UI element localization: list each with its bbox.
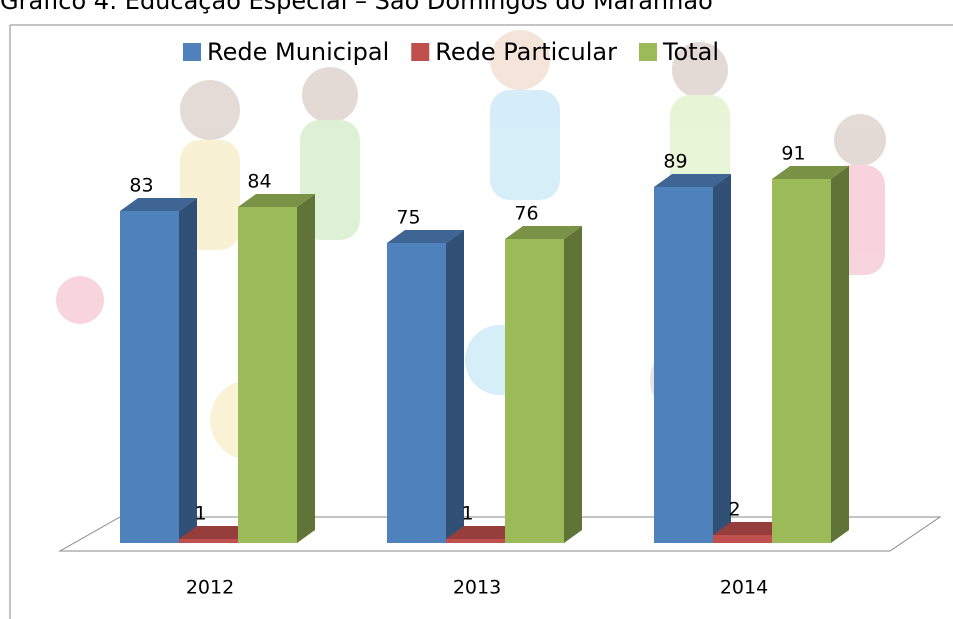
x-tick-label: 2014 [720,577,768,599]
legend-swatch [638,43,657,61]
bar [654,174,731,543]
x-tick-label: 2013 [453,577,501,599]
bar-front [446,539,505,543]
data-label: 91 [781,143,805,165]
data-label: 75 [396,207,420,229]
bar [772,166,849,543]
legend-label: Rede Particular [435,38,617,66]
data-label: 76 [514,203,538,225]
bar-top [713,522,790,535]
bar-side [713,174,731,543]
bar [120,198,197,543]
bar-top [505,226,582,239]
data-label: 89 [663,151,687,173]
data-label: 84 [247,171,271,193]
bar-side [179,198,197,543]
data-label: 1 [461,503,473,525]
legend-label: Total [662,38,719,66]
bar [238,194,315,543]
bar-side [564,226,582,543]
bar [505,226,582,543]
bar-front [772,179,831,543]
bar-top [179,526,256,539]
data-label: 83 [129,175,153,197]
bar-front [654,187,713,543]
bar-top [772,166,849,179]
bar-top [387,230,464,243]
bar-top [654,174,731,187]
bar-front [713,535,772,543]
bar-side [831,166,849,543]
chart-title: Gráfico 4: Educação Especial – São Domin… [0,0,713,15]
x-tick-label: 2012 [186,577,234,599]
bar-top [120,198,197,211]
bar-side [297,194,315,543]
bar-side [446,230,464,543]
bar-top [238,194,315,207]
data-label: 2 [728,499,740,521]
bar-front [387,243,446,543]
legend-swatch [411,43,430,61]
bar-front [120,211,179,543]
bar-front [179,539,238,543]
bar-front [238,207,297,543]
bar-front [505,239,564,543]
bar-top [446,526,523,539]
legend-swatch [183,43,201,61]
bar [387,230,464,543]
data-label: 1 [194,503,206,525]
legend-label: Rede Municipal [207,38,389,66]
